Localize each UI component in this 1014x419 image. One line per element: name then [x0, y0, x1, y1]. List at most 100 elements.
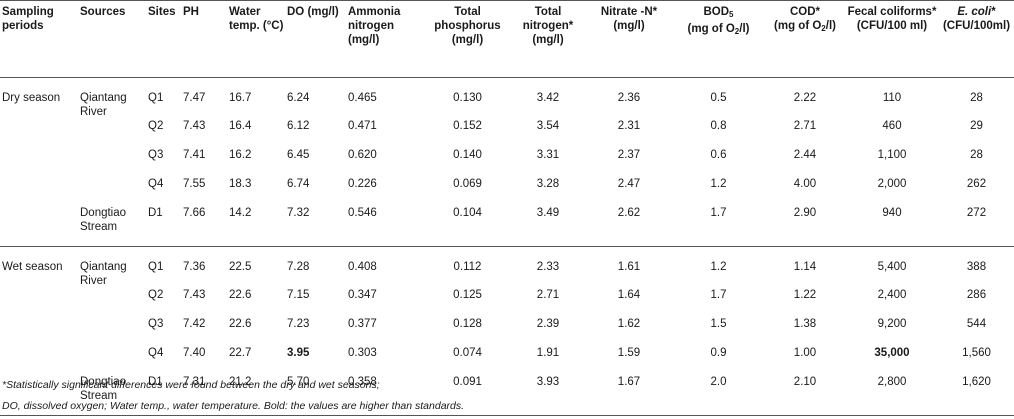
bod-cell: 0.6	[710, 149, 727, 161]
cod-cell: 1.38	[793, 318, 817, 330]
bod-cell: 1.2	[710, 261, 727, 273]
ecoli-label: E. coli	[957, 6, 992, 18]
ph-cell: 7.47	[183, 92, 206, 104]
site-cell: Q3	[148, 149, 164, 161]
tp-cell: 0.140	[453, 149, 482, 161]
tn-cell: 2.33	[536, 261, 560, 273]
site-cell: Q4	[148, 347, 164, 359]
temp-cell: 16.4	[229, 120, 252, 132]
ecoli-cell: 1,560	[962, 347, 991, 359]
bod-cell: 0.5	[710, 92, 727, 104]
ph-cell: 7.41	[183, 149, 206, 161]
header-sites: Sites	[148, 6, 176, 18]
site-cell: Q2	[148, 120, 164, 132]
no3-cell: 1.62	[617, 318, 641, 330]
do-cell: 7.32	[287, 207, 310, 219]
header-total-nitrogen: Total nitrogen* (mg/l)	[522, 6, 574, 46]
header-do: DO (mg/l)	[287, 6, 339, 18]
cod-unit-b: /l)	[825, 20, 836, 32]
header-water-temp: Water temp. (°C)	[229, 6, 284, 32]
ecoli-cell: 1,620	[962, 376, 991, 388]
header-sources: Sources	[80, 6, 126, 18]
fecal-cell: 9,200	[877, 318, 907, 330]
table-row: Q3 7.41 16.2 6.45 0.620 0.140 3.31 2.37 …	[0, 144, 1014, 173]
ecoli-cell: 544	[966, 318, 987, 330]
bod5-unit-b: /l)	[739, 23, 750, 35]
period-cell-empty	[0, 144, 80, 173]
cod-cell: 1.14	[793, 261, 817, 273]
ecoli-cell: 28	[970, 149, 983, 161]
no3-cell: 1.64	[617, 289, 641, 301]
table-row: Q3 7.42 22.6 7.23 0.377 0.128 2.39 1.62 …	[0, 313, 1014, 342]
tn-cell: 3.93	[536, 376, 560, 388]
nh3-cell: 0.347	[348, 289, 377, 301]
do-cell: 5.70	[287, 376, 310, 388]
nh3-cell: 0.408	[348, 261, 377, 273]
table-row: Q2 7.43 22.6 7.15 0.347 0.125 2.71 1.64 …	[0, 284, 1014, 313]
do-cell: 6.24	[287, 92, 310, 104]
site-cell: Q4	[148, 178, 164, 190]
no3-cell: 1.61	[617, 261, 641, 273]
ph-cell: 7.66	[183, 207, 206, 219]
bod-cell: 1.5	[710, 318, 727, 330]
temp-cell: 22.6	[229, 318, 252, 330]
tp-cell: 0.130	[453, 92, 482, 104]
cod-cell: 1.00	[793, 347, 817, 359]
temp-cell: 21.2	[229, 376, 252, 388]
tn-cell: 3.49	[536, 207, 560, 219]
period-cell: Dry season	[2, 92, 61, 104]
ph-cell: 7.43	[183, 120, 206, 132]
table-header: Sampling periods Sources Sites PH Water …	[0, 0, 1014, 78]
site-cell: Q1	[148, 261, 164, 273]
header-bod5: BOD5 (mg of O2/l)	[672, 1, 765, 78]
period-cell-empty	[0, 342, 80, 371]
period-cell-empty	[0, 284, 80, 313]
site-cell: Q3	[148, 318, 164, 330]
fecal-cell: 940	[882, 207, 902, 219]
header-total-phosphorus: Total phosphorus (mg/l)	[434, 6, 501, 46]
bod5-subscript: 5	[729, 10, 734, 19]
tp-cell: 0.112	[453, 261, 482, 273]
source-cell: Dongtiao Stream	[80, 207, 127, 233]
period-cell: Wet season	[2, 261, 63, 273]
nh3-cell: 0.465	[348, 92, 377, 104]
table-row: Wet season Qiantang River Q1 7.36 22.5 7…	[0, 247, 1014, 287]
temp-cell: 16.2	[229, 149, 252, 161]
period-cell-empty	[0, 313, 80, 342]
no3-cell: 2.36	[617, 92, 641, 104]
ecoli-cell: 388	[966, 261, 987, 273]
fecal-cell: 110	[882, 92, 902, 104]
ph-cell: 7.55	[183, 178, 206, 190]
do-cell: 7.15	[287, 289, 310, 301]
footnote-significance: *Statistically significant differences w…	[2, 379, 380, 391]
bod-cell: 0.9	[710, 347, 727, 359]
table-row: Q2 7.43 16.4 6.12 0.471 0.152 3.54 2.31 …	[0, 115, 1014, 144]
temp-cell: 22.5	[229, 261, 252, 273]
tp-cell: 0.125	[453, 289, 482, 301]
table-row: Q4 7.40 22.7 3.95 0.303 0.074 1.91 1.59 …	[0, 342, 1014, 371]
tp-cell: 0.104	[453, 207, 482, 219]
bod-cell: 1.2	[710, 178, 727, 190]
cod-label: COD*	[789, 6, 821, 18]
do-cell: 6.12	[287, 120, 310, 132]
no3-cell: 2.62	[617, 207, 641, 219]
header-ammonia: Ammonia nitrogen (mg/l)	[348, 6, 401, 46]
do-cell: 6.45	[287, 149, 310, 161]
tn-cell: 3.54	[536, 120, 560, 132]
ecoli-cell: 28	[970, 92, 983, 104]
ph-cell: 7.31	[183, 376, 206, 388]
source-cell: Dongtiao Stream	[80, 376, 127, 402]
header-row: Sampling periods Sources Sites PH Water …	[0, 0, 1014, 78]
tp-cell: 0.091	[453, 376, 482, 388]
cod-cell: 1.22	[793, 289, 817, 301]
bod5-label: BOD	[703, 6, 730, 18]
ecoli-cell: 286	[966, 289, 987, 301]
cod-unit-a: (mg of O	[774, 20, 822, 32]
site-cell: Q2	[148, 289, 164, 301]
fecal-cell-exceeds-standard: 35,000	[874, 347, 910, 359]
tn-cell: 3.28	[536, 178, 560, 190]
bod5-unit-sub: 2	[734, 27, 740, 36]
bod-cell: 2.0	[710, 376, 727, 388]
tn-cell: 3.42	[536, 92, 560, 104]
